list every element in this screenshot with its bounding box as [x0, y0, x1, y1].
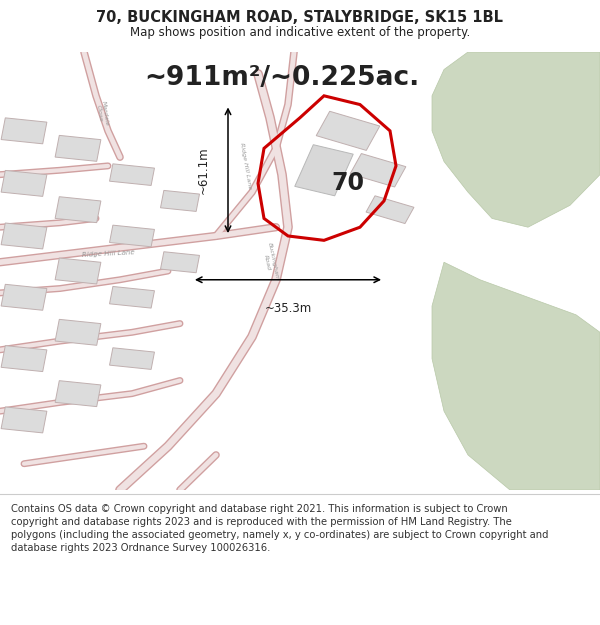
Text: Ridge Hill Lane: Ridge Hill Lane [82, 249, 134, 258]
Polygon shape [350, 154, 406, 187]
Polygon shape [295, 145, 353, 196]
Text: ~35.3m: ~35.3m [265, 302, 311, 314]
Polygon shape [1, 284, 47, 310]
Text: 70, BUCKINGHAM ROAD, STALYBRIDGE, SK15 1BL: 70, BUCKINGHAM ROAD, STALYBRIDGE, SK15 1… [97, 11, 503, 26]
Text: Ridge Hill Lane: Ridge Hill Lane [239, 142, 253, 189]
Text: Mardale
Close: Mardale Close [95, 100, 109, 127]
Polygon shape [55, 258, 101, 284]
Text: Buckingham
Road: Buckingham Road [260, 242, 280, 282]
Polygon shape [110, 164, 154, 186]
Text: ~911m²/~0.225ac.: ~911m²/~0.225ac. [145, 65, 419, 91]
Polygon shape [161, 191, 199, 211]
Polygon shape [55, 197, 101, 222]
Text: Map shows position and indicative extent of the property.: Map shows position and indicative extent… [130, 26, 470, 39]
Polygon shape [1, 118, 47, 144]
Polygon shape [110, 286, 154, 308]
Polygon shape [432, 262, 600, 490]
Polygon shape [55, 381, 101, 407]
Polygon shape [55, 136, 101, 161]
Polygon shape [1, 346, 47, 372]
Polygon shape [366, 196, 414, 224]
Polygon shape [110, 348, 154, 369]
Polygon shape [55, 319, 101, 345]
Polygon shape [110, 225, 154, 247]
Polygon shape [1, 223, 47, 249]
Text: ~61.1m: ~61.1m [197, 146, 210, 194]
Text: 70: 70 [331, 171, 365, 196]
Polygon shape [1, 407, 47, 433]
Polygon shape [161, 252, 199, 272]
Polygon shape [316, 111, 380, 151]
Text: Contains OS data © Crown copyright and database right 2021. This information is : Contains OS data © Crown copyright and d… [11, 504, 548, 553]
Polygon shape [1, 171, 47, 196]
Polygon shape [432, 52, 600, 227]
